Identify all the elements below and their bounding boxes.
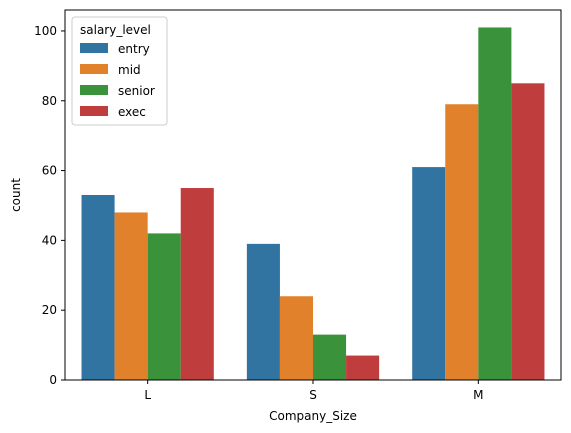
bars-group [81,27,545,381]
bar-exec-S [346,355,380,380]
y-tick-label: 60 [42,164,57,178]
legend-items: entry mid senior exec [80,42,155,119]
legend-label-entry: entry [118,42,150,56]
legend-title: salary_level [80,23,151,37]
bar-exec-L [180,188,214,380]
bar-senior-L [147,233,181,380]
legend-label-exec: exec [118,105,146,119]
y-axis-ticks: 0 20 40 60 80 100 [34,24,65,387]
x-tick-label: S [309,388,317,402]
legend-swatch-entry [80,43,108,53]
bar-mid-M [445,104,479,380]
legend-swatch-mid [80,64,108,74]
y-tick-label: 100 [34,24,57,38]
x-tick-label: L [144,388,151,402]
legend-label-senior: senior [118,84,155,98]
bar-mid-L [114,212,148,380]
bar-senior-M [478,27,512,380]
y-tick-label: 80 [42,94,57,108]
bar-entry-L [81,195,115,380]
y-tick-label: 0 [49,373,57,387]
legend-label-mid: mid [118,63,141,77]
y-axis-label: count [9,178,23,212]
bar-entry-S [246,243,280,380]
legend: salary_level entry mid senior exec [71,16,168,126]
x-axis-label: Company_Size [269,409,357,423]
x-tick-label: M [473,388,483,402]
bar-senior-S [313,334,347,380]
bar-mid-S [279,296,313,380]
legend-swatch-exec [80,106,108,116]
bar-entry-M [412,167,446,380]
y-tick-label: 20 [42,303,57,317]
y-tick-label: 40 [42,233,57,247]
legend-swatch-senior [80,85,108,95]
bar-exec-M [511,83,545,381]
